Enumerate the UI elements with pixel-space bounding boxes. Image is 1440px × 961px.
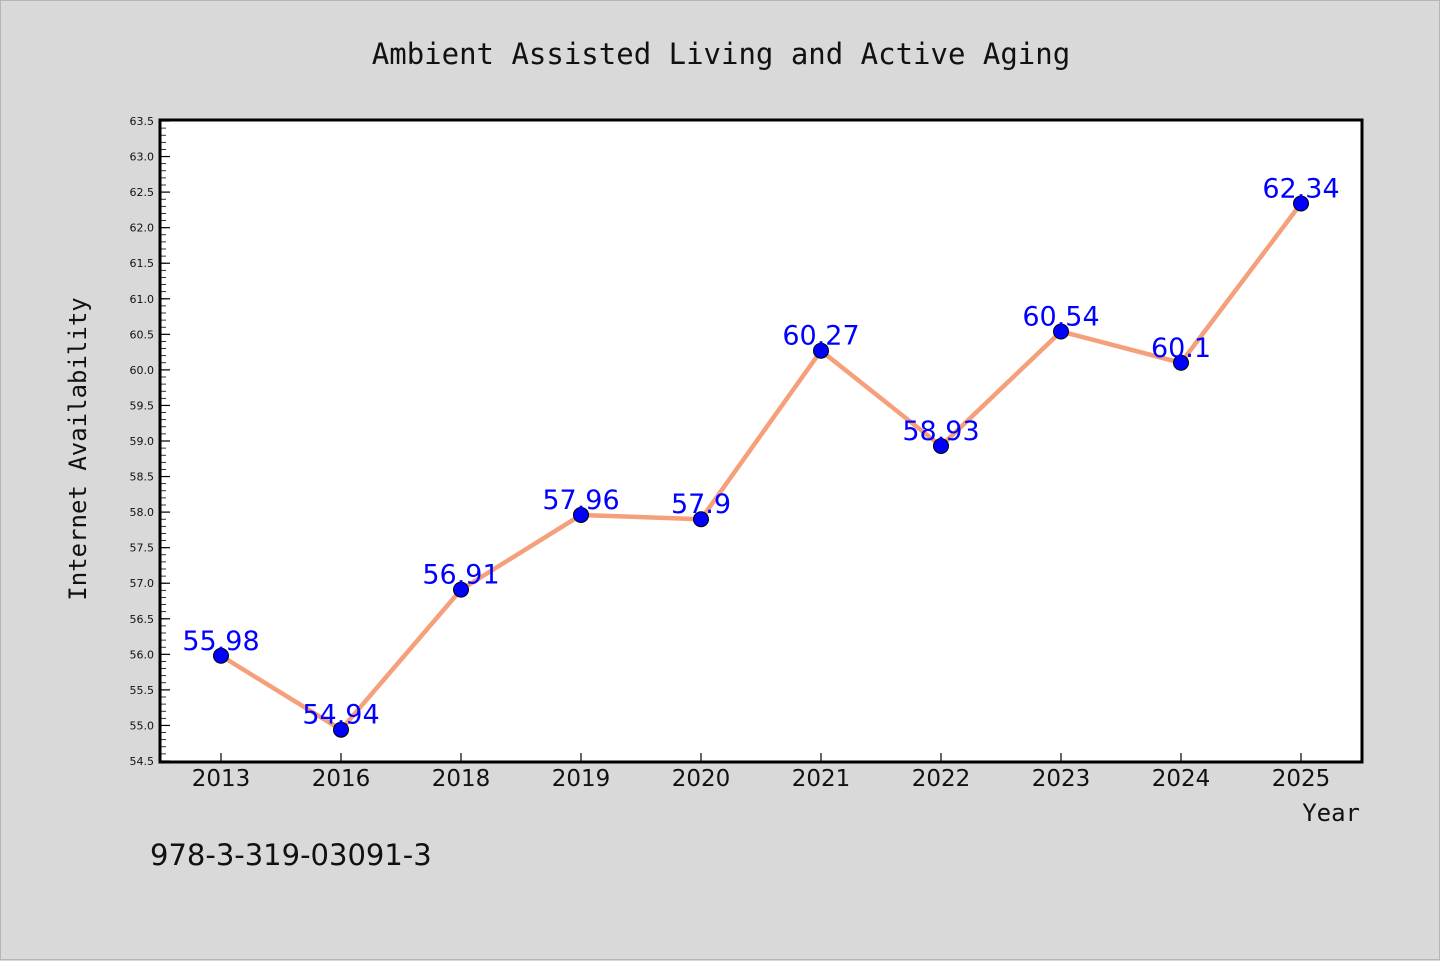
data-point xyxy=(573,506,589,523)
data-point xyxy=(813,342,829,359)
y-tick-label: 61.0 xyxy=(130,293,155,306)
x-axis: 2013 2016 2018 2019 2020 2021 2022 2023 2024 2025 xyxy=(192,753,1331,792)
y-tick-label: 62.0 xyxy=(130,222,155,235)
x-axis-label: Year xyxy=(1302,799,1360,827)
y-tick-label: 63.5 xyxy=(130,115,155,128)
y-tick-label: 55.0 xyxy=(130,719,155,732)
data-label: 57.96 xyxy=(542,485,619,516)
y-tick-label: 62.5 xyxy=(130,186,155,199)
data-label: 57.9 xyxy=(671,489,731,520)
y-tick-label: 60.0 xyxy=(130,364,155,377)
data-point xyxy=(333,721,349,738)
x-tick-label: 2024 xyxy=(1152,766,1211,792)
y-tick-label: 54.5 xyxy=(130,755,155,768)
x-tick-label: 2025 xyxy=(1272,766,1331,792)
data-point xyxy=(933,437,949,454)
data-label: 56.91 xyxy=(422,560,499,591)
data-point xyxy=(693,511,709,528)
x-tick-label: 2018 xyxy=(432,766,491,792)
x-tick-label: 2022 xyxy=(912,766,971,792)
y-tick-label: 55.5 xyxy=(130,684,155,697)
data-label: 60.27 xyxy=(782,321,859,352)
chart-title: Ambient Assisted Living and Active Aging xyxy=(372,37,1070,71)
x-tick-label: 2013 xyxy=(192,766,251,792)
data-label: 55.98 xyxy=(182,626,259,657)
plot-area xyxy=(158,118,1364,764)
y-tick-label: 59.0 xyxy=(130,435,155,448)
data-point xyxy=(1293,195,1309,212)
data-label: 60.54 xyxy=(1022,301,1099,332)
x-tick-label: 2021 xyxy=(792,766,851,792)
y-axis: 54.5 55.0 55.5 56.0 56.5 57.0 57.5 58.0 58.5 59.0… xyxy=(130,115,170,768)
x-tick-label: 2023 xyxy=(1032,766,1091,792)
x-tick-label: 2016 xyxy=(312,766,371,792)
y-tick-label: 58.0 xyxy=(130,506,155,519)
series-line xyxy=(218,201,1304,732)
x-tick-label: 2019 xyxy=(552,766,611,792)
y-tick-label: 63.0 xyxy=(130,151,155,164)
footnote-text: 978-3-319-03091-3 xyxy=(150,838,432,872)
data-label: 62.34 xyxy=(1262,173,1339,204)
data-label: 54.94 xyxy=(302,700,379,731)
x-tick-label: 2020 xyxy=(672,766,731,792)
data-point xyxy=(1173,354,1189,371)
y-tick-label: 59.5 xyxy=(130,399,155,412)
data-point xyxy=(213,647,229,664)
y-tick-label: 57.5 xyxy=(130,542,155,555)
y-axis-label: Internet Availability xyxy=(64,297,92,600)
y-tick-label: 57.0 xyxy=(130,577,155,590)
data-label: 58.93 xyxy=(902,416,979,447)
data-point xyxy=(1053,323,1069,340)
y-tick-label: 56.5 xyxy=(130,613,155,626)
data-point xyxy=(453,581,469,598)
y-tick-label: 58.5 xyxy=(130,471,155,484)
y-tick-label: 60.5 xyxy=(130,328,155,341)
data-label: 60.1 xyxy=(1151,333,1211,364)
y-tick-label: 56.0 xyxy=(130,648,155,661)
y-tick-label: 61.5 xyxy=(130,257,155,270)
series-layer: 55.98 54.94 56.91 57.96 57.9 60.27 58.93 60.54 6… xyxy=(182,173,1340,738)
